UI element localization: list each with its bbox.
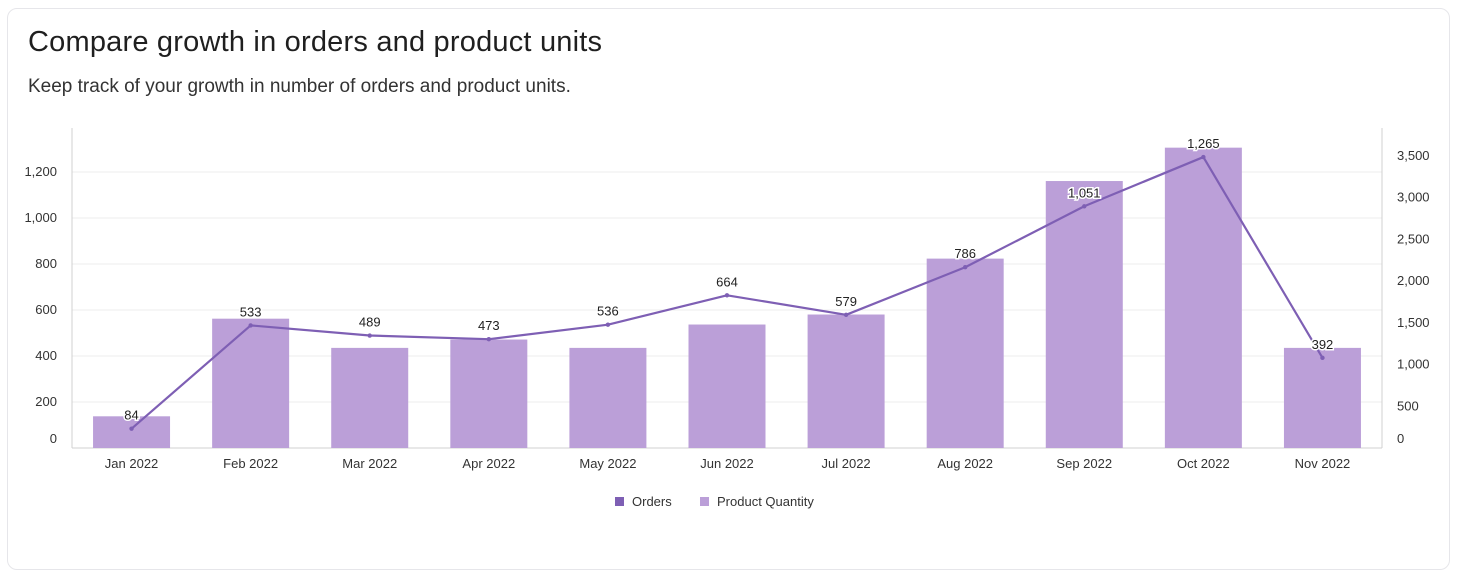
x-axis-tick-label: Jun 2022 — [700, 456, 754, 471]
orders-data-label: 473 — [478, 318, 500, 333]
left-axis-tick-label: 200 — [35, 394, 57, 409]
orders-point — [605, 322, 611, 327]
left-axis-tick-label: 800 — [35, 256, 57, 271]
orders-data-label: 392 — [1312, 337, 1334, 352]
right-axis-tick-label: 2,000 — [1397, 273, 1430, 288]
bar — [688, 324, 766, 448]
x-axis-tick-label: Mar 2022 — [342, 456, 397, 471]
orders-data-label: 664 — [716, 274, 738, 289]
legend-label-product-quantity: Product Quantity — [717, 494, 814, 509]
bar — [1045, 181, 1123, 448]
bar — [569, 347, 647, 448]
orders-data-label: 489 — [359, 315, 381, 330]
orders-data-label: 533 — [240, 304, 262, 319]
orders-point — [843, 312, 849, 318]
orders-data-label: 1,265 — [1187, 136, 1220, 151]
bar — [926, 258, 1004, 448]
legend-swatch-orders — [615, 497, 624, 506]
orders-point — [367, 333, 372, 338]
left-axis-tick-label: 0 — [50, 431, 57, 446]
right-axis-tick-label: 2,500 — [1397, 231, 1430, 246]
bar — [212, 318, 290, 448]
orders-point — [1320, 355, 1325, 361]
orders-point — [486, 337, 492, 342]
right-axis-tick-label: 3,000 — [1397, 190, 1430, 205]
orders-data-label: 536 — [597, 304, 619, 319]
orders-point — [248, 323, 253, 328]
x-axis-tick-label: May 2022 — [579, 456, 636, 471]
bar — [450, 339, 528, 448]
bar — [1164, 147, 1242, 448]
x-axis-tick-label: Jan 2022 — [105, 456, 159, 471]
legend-label-orders: Orders — [632, 494, 672, 509]
orders-data-label: 579 — [835, 294, 857, 309]
orders-point — [1201, 154, 1206, 160]
orders-point — [724, 293, 730, 298]
x-axis-tick-label: Sep 2022 — [1056, 456, 1112, 471]
x-axis-tick-label: Apr 2022 — [462, 456, 515, 471]
left-axis-tick-label: 1,000 — [24, 210, 57, 225]
right-axis-tick-label: 0 — [1397, 431, 1404, 446]
bar — [807, 314, 885, 448]
page-subtitle: Keep track of your growth in number of o… — [28, 76, 571, 97]
x-axis-tick-label: Nov 2022 — [1295, 456, 1351, 471]
bar — [1283, 347, 1361, 448]
left-axis-tick-label: 400 — [35, 348, 57, 363]
left-axis-tick-label: 1,200 — [24, 164, 57, 179]
page-title: Compare growth in orders and product uni… — [28, 26, 603, 58]
x-axis-tick-label: Feb 2022 — [223, 456, 278, 471]
x-axis-tick-label: Jul 2022 — [822, 456, 871, 471]
orders-point — [1082, 204, 1087, 209]
bar — [331, 347, 409, 448]
bar — [93, 416, 171, 448]
right-axis-tick-label: 1,500 — [1397, 315, 1430, 330]
x-axis-tick-label: Aug 2022 — [937, 456, 993, 471]
orders-point — [129, 426, 134, 431]
orders-data-label: 1,051 — [1068, 185, 1101, 200]
left-axis-tick-label: 600 — [35, 302, 57, 317]
right-axis-tick-label: 3,500 — [1397, 148, 1430, 163]
orders-point — [962, 265, 968, 270]
x-axis-tick-label: Oct 2022 — [1177, 456, 1230, 471]
right-axis-tick-label: 1,000 — [1397, 357, 1430, 372]
orders-data-label: 84 — [124, 408, 138, 423]
orders-data-label: 786 — [954, 246, 976, 261]
right-axis-tick-label: 500 — [1397, 398, 1419, 413]
legend-swatch-product-quantity — [700, 497, 709, 506]
